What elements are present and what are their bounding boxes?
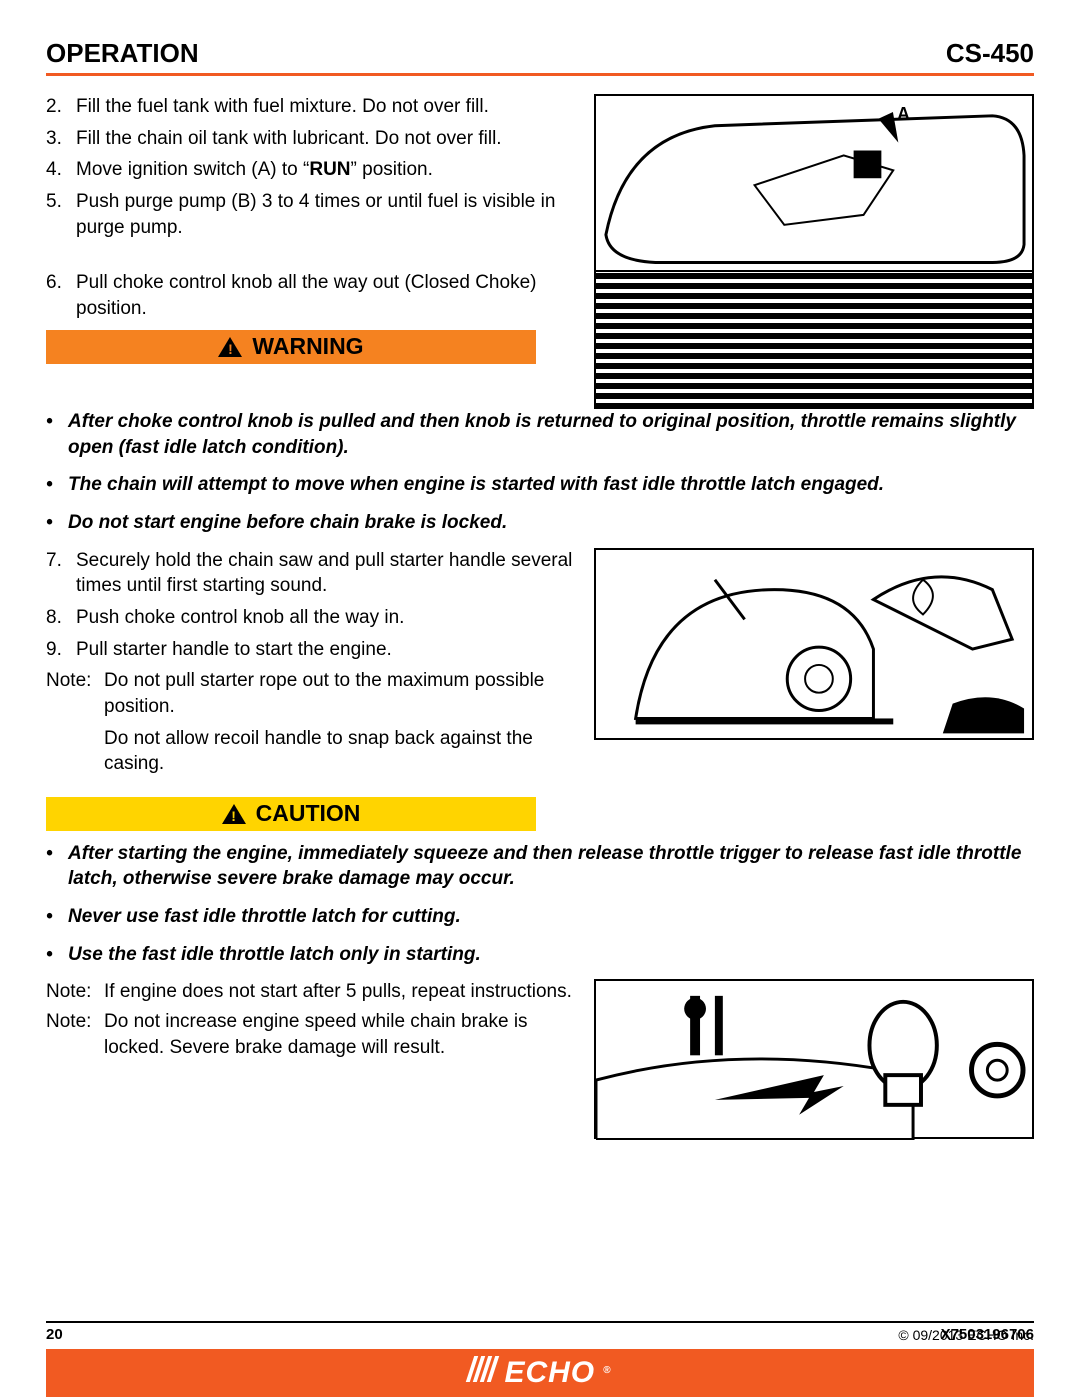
figure-pull-starter	[594, 548, 1034, 740]
note-row: Note: If engine does not start after 5 p…	[46, 979, 574, 1005]
note-text: If engine does not start after 5 pulls, …	[104, 979, 574, 1005]
steps-group-2: 6.Pull choke control knob all the way ou…	[46, 270, 574, 321]
diagram-knob-sketch	[596, 981, 1032, 1140]
step-num: 3.	[46, 126, 76, 152]
bullet-text: After choke control knob is pulled and t…	[68, 409, 1034, 460]
note-continuation: Do not allow recoil handle to snap back …	[104, 726, 574, 777]
diagram-starter-sketch	[596, 550, 1032, 740]
figure-knob	[594, 979, 1034, 1139]
bullet-text: Never use fast idle throttle latch for c…	[68, 904, 1034, 930]
note-label: Note:	[46, 1009, 104, 1060]
step-text: Fill the chain oil tank with lubricant. …	[76, 126, 574, 152]
note-label: Note:	[46, 979, 104, 1005]
step-text: Securely hold the chain saw and pull sta…	[76, 548, 574, 599]
footer-brand-bar: ECHO®	[46, 1349, 1034, 1397]
warning-bullets: •After choke control knob is pulled and …	[46, 409, 1034, 536]
step-text: Pull choke control knob all the way out …	[76, 270, 574, 321]
section-title: OPERATION	[46, 36, 199, 71]
note-text: Do not pull starter rope out to the maxi…	[104, 668, 574, 719]
steps-group-3: 7.Securely hold the chain saw and pull s…	[46, 548, 574, 663]
step-text: Fill the fuel tank with fuel mixture. Do…	[76, 94, 574, 120]
caution-label: CAUTION	[256, 798, 361, 829]
bullet-text: Do not start engine before chain brake i…	[68, 510, 1034, 536]
step-text: Push choke control knob all the way in.	[76, 605, 574, 631]
note-row: Note: Do not pull starter rope out to th…	[46, 668, 574, 719]
bullet-text: After starting the engine, immediately s…	[68, 841, 1034, 892]
bullet-text: Use the fast idle throttle latch only in…	[68, 942, 1034, 968]
echo-logo: ECHO®	[470, 1353, 609, 1394]
diagram-top-sketch	[596, 96, 1032, 270]
page-header: OPERATION CS-450	[46, 36, 1034, 76]
step-num: 7.	[46, 548, 76, 599]
page-number: 20	[46, 1325, 63, 1345]
steps-group-1: 2.Fill the fuel tank with fuel mixture. …	[46, 94, 574, 240]
caution-triangle-icon	[222, 804, 246, 824]
step-num: 2.	[46, 94, 76, 120]
step-text: Push purge pump (B) 3 to 4 times or unti…	[76, 189, 574, 240]
step-num: 5.	[46, 189, 76, 240]
logo-stripes-icon	[470, 1353, 498, 1394]
step-num: 6.	[46, 270, 76, 321]
step-num: 4.	[46, 157, 76, 183]
step-num: 8.	[46, 605, 76, 631]
figure-ignition-switch: A	[594, 94, 1034, 409]
caution-bullets: •After starting the engine, immediately …	[46, 841, 1034, 968]
diagram-bottom-pattern	[596, 272, 1032, 409]
caution-banner: CAUTION	[46, 797, 536, 831]
step-text: Pull starter handle to start the engine.	[76, 637, 574, 663]
model-number: CS-450	[946, 36, 1034, 71]
note-label: Note:	[46, 668, 104, 719]
note-text: Do not increase engine speed while chain…	[104, 1009, 574, 1060]
step-text: Move ignition switch (A) to “RUN” positi…	[76, 157, 574, 183]
bullet-text: The chain will attempt to move when engi…	[68, 472, 1034, 498]
page-footer: 20 X7503196706 © 09/2013 ECHO Inc. ECHO®	[0, 1321, 1080, 1397]
note-row: Note: Do not increase engine speed while…	[46, 1009, 574, 1060]
warning-triangle-icon	[218, 337, 242, 357]
step-num: 9.	[46, 637, 76, 663]
warning-banner: WARNING	[46, 330, 536, 364]
copyright: © 09/2013 ECHO Inc.	[898, 1326, 1034, 1345]
warning-label: WARNING	[252, 331, 363, 362]
